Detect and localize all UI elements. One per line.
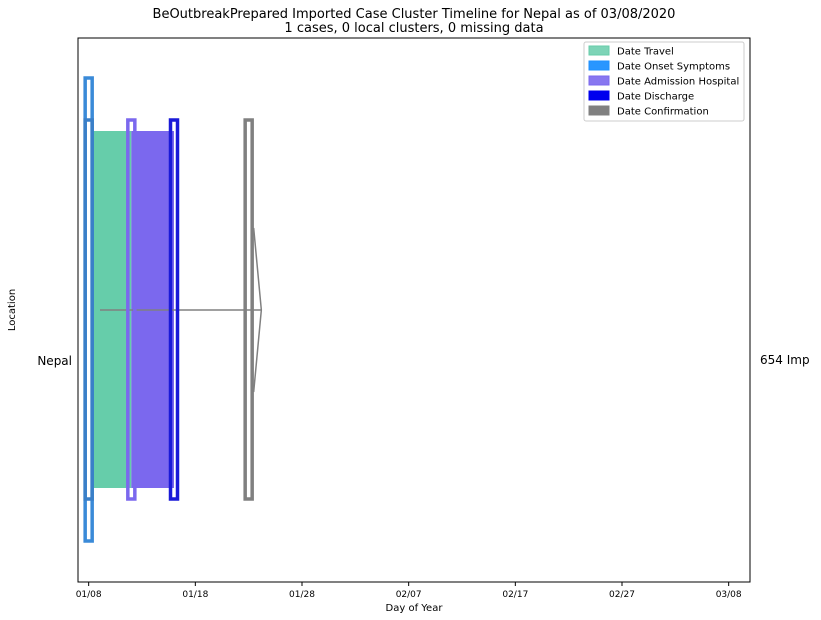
confirmation-arrow <box>252 227 263 393</box>
legend-box <box>583 41 745 122</box>
y-axis-label: Location <box>7 289 18 331</box>
x-tick-label: 02/27 <box>609 590 635 600</box>
y-category-label: Nepal <box>37 354 72 368</box>
x-tick-label: 02/17 <box>502 590 528 600</box>
discharge-marker <box>168 118 180 501</box>
admission-marker <box>126 118 137 501</box>
legend-swatch <box>588 45 610 56</box>
x-tick-label: 01/18 <box>182 590 208 600</box>
confirmation-marker <box>243 118 254 501</box>
legend-swatch <box>588 60 610 71</box>
chart-title: BeOutbreakPrepared Imported Case Cluster… <box>153 7 676 22</box>
x-tick-label: 02/07 <box>396 590 422 600</box>
legend-label: Date Admission Hospital <box>617 77 739 88</box>
x-axis-label: Day of Year <box>386 603 444 614</box>
x-tick-label: 01/08 <box>76 590 102 600</box>
legend: Date Travel Date Onset Symptoms Date Admis… <box>583 41 745 122</box>
legend-label: Date Confirmation <box>617 107 709 118</box>
legend-swatch <box>588 105 610 116</box>
legend-label: Date Travel <box>617 47 674 58</box>
chart-subtitle: 1 cases, 0 local clusters, 0 missing dat… <box>284 21 543 36</box>
legend-swatch <box>588 90 610 101</box>
right-case-label: 654 Imp <box>760 353 810 367</box>
legend-label: Date Discharge <box>617 92 694 103</box>
legend-swatch <box>588 75 610 86</box>
x-tick-label: 01/28 <box>289 590 315 600</box>
legend-label: Date Onset Symptoms <box>617 62 730 73</box>
x-tick-label: 03/08 <box>716 590 742 600</box>
onset-marker-inner <box>83 118 94 501</box>
